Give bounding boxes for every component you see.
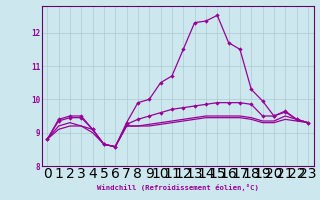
X-axis label: Windchill (Refroidissement éolien,°C): Windchill (Refroidissement éolien,°C) bbox=[97, 184, 259, 191]
